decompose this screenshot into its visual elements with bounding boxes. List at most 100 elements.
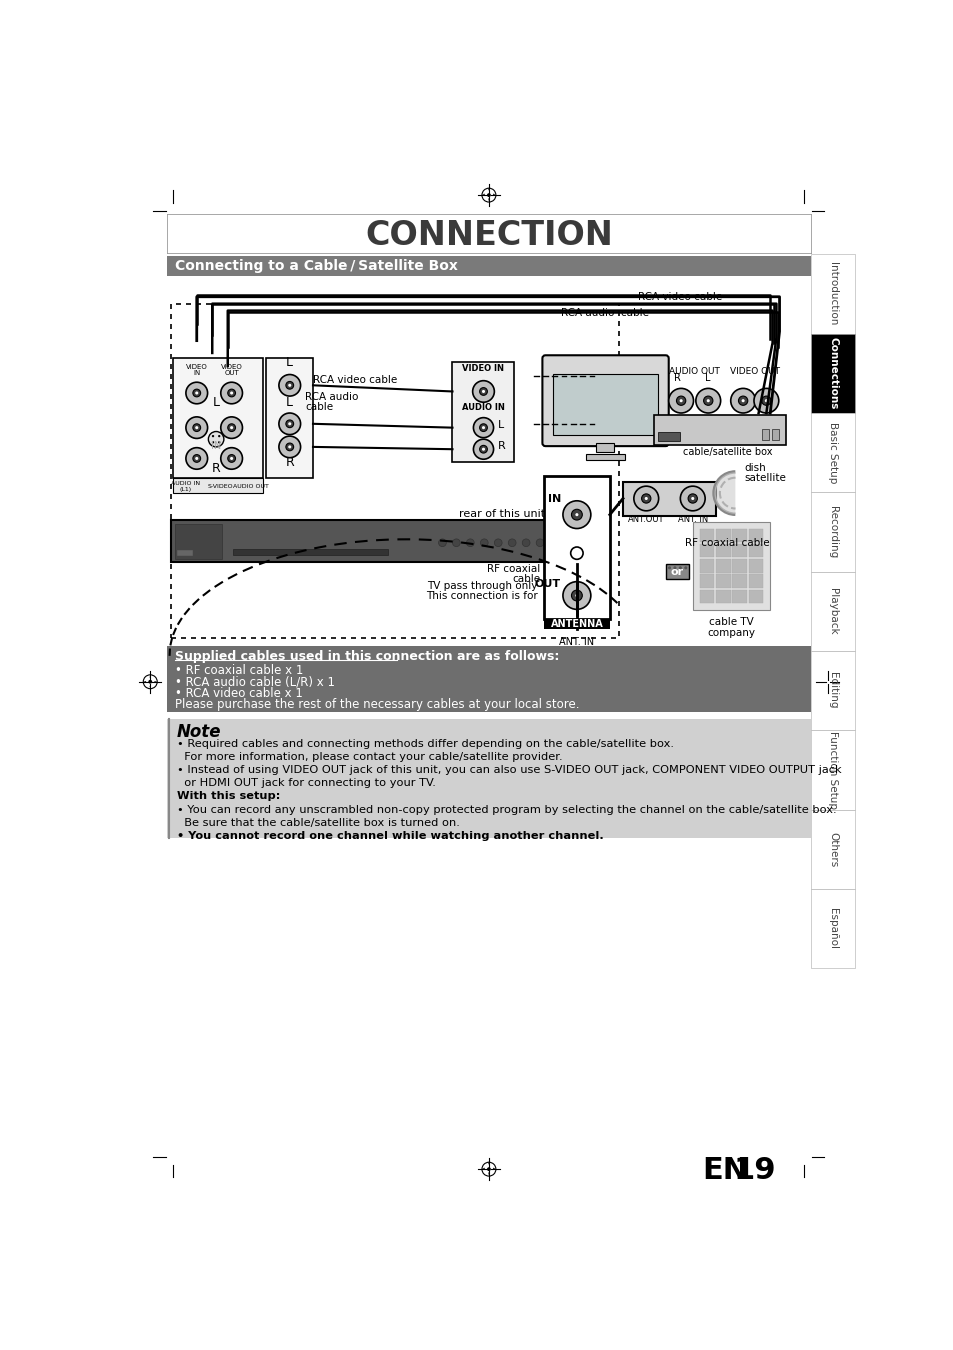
Text: RF coaxial: RF coaxial	[486, 563, 539, 574]
Text: AUDIO IN: AUDIO IN	[461, 402, 504, 412]
Text: company: company	[707, 628, 755, 639]
Circle shape	[286, 382, 294, 389]
Polygon shape	[831, 680, 834, 683]
Circle shape	[679, 486, 704, 510]
Circle shape	[208, 432, 224, 447]
Polygon shape	[150, 675, 151, 678]
Text: Connecting to a Cable / Satellite Box: Connecting to a Cable / Satellite Box	[174, 259, 457, 273]
Text: CONNECTION: CONNECTION	[365, 219, 612, 251]
Circle shape	[288, 423, 291, 425]
Circle shape	[466, 539, 474, 547]
Circle shape	[473, 417, 493, 437]
Text: Note: Note	[176, 722, 221, 741]
Circle shape	[230, 456, 233, 460]
Polygon shape	[488, 198, 489, 201]
Bar	[716, 528, 730, 543]
Circle shape	[641, 494, 650, 504]
Text: cable: cable	[512, 574, 539, 583]
Circle shape	[673, 566, 676, 570]
Text: ANTENNA: ANTENNA	[550, 620, 602, 629]
Circle shape	[195, 456, 198, 460]
Text: TV pass through only: TV pass through only	[427, 580, 537, 590]
Text: VIDEO IN: VIDEO IN	[462, 364, 504, 374]
Bar	[810, 730, 855, 810]
Bar	[173, 478, 262, 493]
Bar	[748, 544, 762, 558]
Polygon shape	[826, 675, 827, 678]
Circle shape	[288, 446, 291, 448]
Circle shape	[438, 539, 446, 547]
Circle shape	[220, 417, 242, 439]
Circle shape	[195, 392, 198, 394]
Bar	[167, 720, 810, 838]
Text: RCA video cable: RCA video cable	[638, 292, 722, 302]
Text: Editing: Editing	[827, 672, 838, 709]
Circle shape	[494, 539, 501, 547]
Text: L: L	[497, 420, 503, 429]
Circle shape	[521, 539, 530, 547]
Polygon shape	[154, 680, 157, 683]
Circle shape	[687, 494, 697, 504]
Bar	[585, 454, 624, 460]
Circle shape	[753, 389, 778, 413]
Text: Function Setup: Function Setup	[827, 730, 838, 809]
Text: L: L	[213, 396, 219, 409]
Bar	[171, 305, 618, 637]
Text: VIDEO OUT: VIDEO OUT	[729, 367, 779, 375]
Text: L: L	[705, 374, 710, 383]
Bar	[748, 528, 762, 543]
Circle shape	[644, 497, 647, 500]
Circle shape	[703, 396, 712, 405]
Text: With this setup:: With this setup:	[176, 791, 279, 802]
Circle shape	[193, 424, 200, 432]
Circle shape	[738, 396, 747, 405]
Bar	[761, 429, 769, 440]
Circle shape	[486, 193, 491, 197]
Circle shape	[481, 448, 484, 451]
Bar	[748, 559, 762, 572]
Circle shape	[186, 417, 208, 439]
Text: OUT: OUT	[224, 370, 239, 377]
Bar	[266, 358, 313, 478]
Text: Be sure that the cable/satellite box is turned on.: Be sure that the cable/satellite box is …	[176, 818, 459, 828]
Polygon shape	[488, 1161, 489, 1164]
Bar	[732, 559, 746, 572]
Bar	[771, 429, 778, 440]
Bar	[233, 548, 388, 555]
Text: AUDIO OUT: AUDIO OUT	[233, 483, 269, 489]
Bar	[810, 810, 855, 888]
Bar	[748, 574, 762, 589]
Circle shape	[186, 382, 208, 404]
Bar	[177, 549, 193, 556]
Bar	[810, 333, 855, 413]
Circle shape	[676, 396, 685, 405]
Text: L: L	[286, 396, 293, 409]
Bar	[810, 888, 855, 968]
Text: For more information, please contact your cable/satellite provider.: For more information, please contact you…	[176, 752, 561, 763]
Bar	[699, 528, 714, 543]
Text: ANT. IN: ANT. IN	[558, 637, 594, 647]
Bar	[810, 571, 855, 651]
Bar	[692, 521, 769, 610]
Text: satellite: satellite	[744, 472, 785, 483]
Circle shape	[286, 420, 294, 428]
Text: 19: 19	[732, 1156, 775, 1185]
Bar	[732, 574, 746, 589]
Text: cable TV: cable TV	[708, 617, 753, 628]
Text: L: L	[286, 356, 293, 369]
Bar	[810, 651, 855, 730]
Bar	[716, 544, 730, 558]
Text: OUT: OUT	[535, 579, 560, 589]
Text: ANT.OUT: ANT.OUT	[627, 516, 664, 524]
Circle shape	[575, 594, 578, 597]
Circle shape	[220, 448, 242, 470]
Text: Please purchase the rest of the necessary cables at your local store.: Please purchase the rest of the necessar…	[174, 698, 578, 711]
Circle shape	[479, 446, 487, 454]
Circle shape	[536, 539, 543, 547]
Text: • RCA audio cable (L/R) x 1: • RCA audio cable (L/R) x 1	[174, 675, 335, 688]
Bar	[699, 559, 714, 572]
Bar	[810, 413, 855, 493]
Text: This connection is for: This connection is for	[426, 590, 537, 601]
Text: VIDEO: VIDEO	[220, 364, 242, 370]
Text: ANT. IN: ANT. IN	[677, 516, 707, 524]
